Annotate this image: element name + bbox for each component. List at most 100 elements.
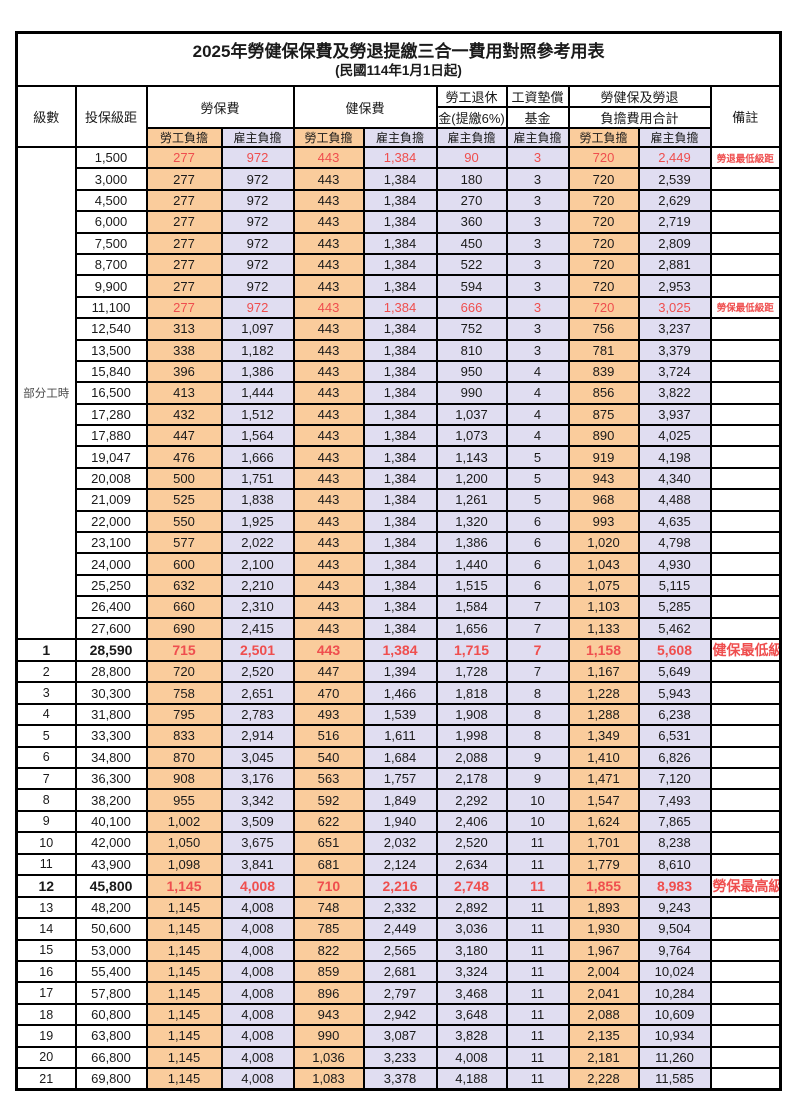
bracket-cell: 33,300 bbox=[74, 724, 148, 748]
fee-cell: 1,512 bbox=[220, 402, 295, 427]
fee-cell: 1,656 bbox=[435, 616, 508, 641]
header-health-insurance: 健保費 bbox=[292, 85, 438, 129]
fee-cell: 2,032 bbox=[362, 831, 438, 855]
fee-cell: 2,748 bbox=[435, 873, 508, 898]
fee-cell: 1,158 bbox=[567, 637, 640, 662]
fee-cell: 277 bbox=[145, 188, 223, 213]
fee-cell: 3 bbox=[505, 231, 570, 255]
fee-cell: 3 bbox=[505, 252, 570, 277]
table-row: 8,700 277 972 443 1,384 522 3 720 2,881 bbox=[17, 252, 782, 277]
fee-cell: 277 bbox=[145, 167, 223, 191]
fee-cell: 3 bbox=[505, 295, 570, 320]
fee-cell: 443 bbox=[292, 210, 365, 234]
bracket-cell: 17,280 bbox=[74, 402, 148, 427]
fee-cell: 2,942 bbox=[362, 1002, 438, 1027]
table-row: 4,500 277 972 443 1,384 270 3 720 2,629 bbox=[17, 188, 782, 213]
fee-cell: 550 bbox=[145, 509, 223, 534]
remark-cell bbox=[709, 402, 782, 427]
fee-cell: 3,045 bbox=[220, 745, 295, 769]
fee-cell: 5,649 bbox=[637, 659, 712, 684]
table-row: 17 57,800 1,145 4,008 896 2,797 3,468 11 2,041 10… bbox=[15, 981, 782, 1005]
fee-cell: 2,681 bbox=[362, 960, 438, 984]
fee-cell: 3 bbox=[505, 167, 570, 191]
fee-cell: 1,145 bbox=[145, 895, 223, 920]
fee-cell: 4,008 bbox=[220, 1045, 295, 1070]
fee-cell: 1,751 bbox=[220, 466, 295, 491]
fee-cell: 1,384 bbox=[362, 466, 438, 491]
fee-cell: 4,798 bbox=[637, 531, 712, 555]
fee-cell: 2,797 bbox=[362, 981, 438, 1005]
fee-cell: 180 bbox=[435, 167, 508, 191]
fee-cell: 3,379 bbox=[637, 338, 712, 362]
table-row: 17,280 432 1,512 443 1,384 1,037 4 875 3,937 bbox=[17, 402, 782, 427]
level-cell: 20 bbox=[15, 1045, 77, 1070]
fee-cell: 10,609 bbox=[637, 1002, 712, 1027]
subheader-labor-employee: 勞工負擔 bbox=[145, 127, 223, 148]
remark-cell bbox=[709, 359, 782, 384]
level-cell: 15 bbox=[15, 938, 77, 963]
level-cell: 13 bbox=[15, 895, 77, 920]
fee-cell: 8,238 bbox=[637, 831, 712, 855]
fee-cell: 500 bbox=[145, 466, 223, 491]
bracket-cell: 19,047 bbox=[74, 445, 148, 469]
fee-cell: 443 bbox=[292, 637, 365, 662]
fee-cell: 4,008 bbox=[220, 960, 295, 984]
fee-cell: 7,865 bbox=[637, 809, 712, 834]
fee-cell: 4,008 bbox=[220, 981, 295, 1005]
fee-cell: 2,415 bbox=[220, 616, 295, 641]
header-level: 級數 bbox=[15, 85, 77, 148]
bracket-cell: 20,008 bbox=[74, 466, 148, 491]
fee-cell: 1,050 bbox=[145, 831, 223, 855]
fee-cell: 720 bbox=[567, 274, 640, 298]
fee-cell: 2,228 bbox=[567, 1067, 640, 1091]
table-row: 23,100 577 2,022 443 1,384 1,386 6 1,020 4,798 bbox=[17, 531, 782, 555]
fee-cell: 2,953 bbox=[637, 274, 712, 298]
fee-cell: 1,384 bbox=[362, 274, 438, 298]
fee-cell: 5,285 bbox=[637, 595, 712, 619]
fee-cell: 1,539 bbox=[362, 702, 438, 727]
fee-cell: 720 bbox=[567, 252, 640, 277]
remark-cell bbox=[709, 788, 782, 812]
remark-cell: 勞退最低級距 bbox=[709, 145, 782, 170]
fee-cell: 4,198 bbox=[637, 445, 712, 469]
fee-cell: 1,515 bbox=[435, 573, 508, 598]
fee-cell: 2,210 bbox=[220, 573, 295, 598]
fee-cell: 720 bbox=[567, 231, 640, 255]
level-cell: 8 bbox=[15, 788, 77, 812]
remark-cell bbox=[709, 852, 782, 876]
table-row: 12,540 313 1,097 443 1,384 752 3 756 3,237 bbox=[17, 317, 782, 341]
fee-cell: 1,384 bbox=[362, 381, 438, 405]
fee-cell: 1,908 bbox=[435, 702, 508, 727]
bracket-cell: 16,500 bbox=[74, 381, 148, 405]
subheader-total-employee: 勞工負擔 bbox=[567, 127, 640, 148]
fee-cell: 3 bbox=[505, 274, 570, 298]
fee-cell: 690 bbox=[145, 616, 223, 641]
fee-cell: 600 bbox=[145, 552, 223, 576]
fee-cell: 3,648 bbox=[435, 1002, 508, 1027]
fee-cell: 758 bbox=[145, 681, 223, 705]
fee-cell: 622 bbox=[292, 809, 365, 834]
fee-cell: 3 bbox=[505, 145, 570, 170]
fee-cell: 522 bbox=[435, 252, 508, 277]
fee-cell: 1,855 bbox=[567, 873, 640, 898]
bracket-cell: 13,500 bbox=[74, 338, 148, 362]
fee-cell: 972 bbox=[220, 188, 295, 213]
fee-cell: 1,145 bbox=[145, 1002, 223, 1027]
fee-cell: 2,406 bbox=[435, 809, 508, 834]
fee-cell: 11 bbox=[505, 917, 570, 941]
fee-cell: 2,629 bbox=[637, 188, 712, 213]
fee-cell: 443 bbox=[292, 252, 365, 277]
fee-cell: 720 bbox=[145, 659, 223, 684]
fee-cell: 1,020 bbox=[567, 531, 640, 555]
fee-cell: 856 bbox=[567, 381, 640, 405]
fee-cell: 5 bbox=[505, 445, 570, 469]
fee-cell: 1,349 bbox=[567, 724, 640, 748]
fee-cell: 833 bbox=[145, 724, 223, 748]
remark-cell: 健保最低級距 bbox=[709, 637, 782, 662]
fee-cell: 3,937 bbox=[637, 402, 712, 427]
fee-cell: 1,728 bbox=[435, 659, 508, 684]
fee-cell: 443 bbox=[292, 167, 365, 191]
level-cell: 1 bbox=[15, 637, 77, 662]
fee-cell: 1,167 bbox=[567, 659, 640, 684]
table-title-block: 2025年勞健保保費及勞退提繳三合一費用對照參考用表 (民國114年1月1日起) bbox=[15, 31, 782, 87]
